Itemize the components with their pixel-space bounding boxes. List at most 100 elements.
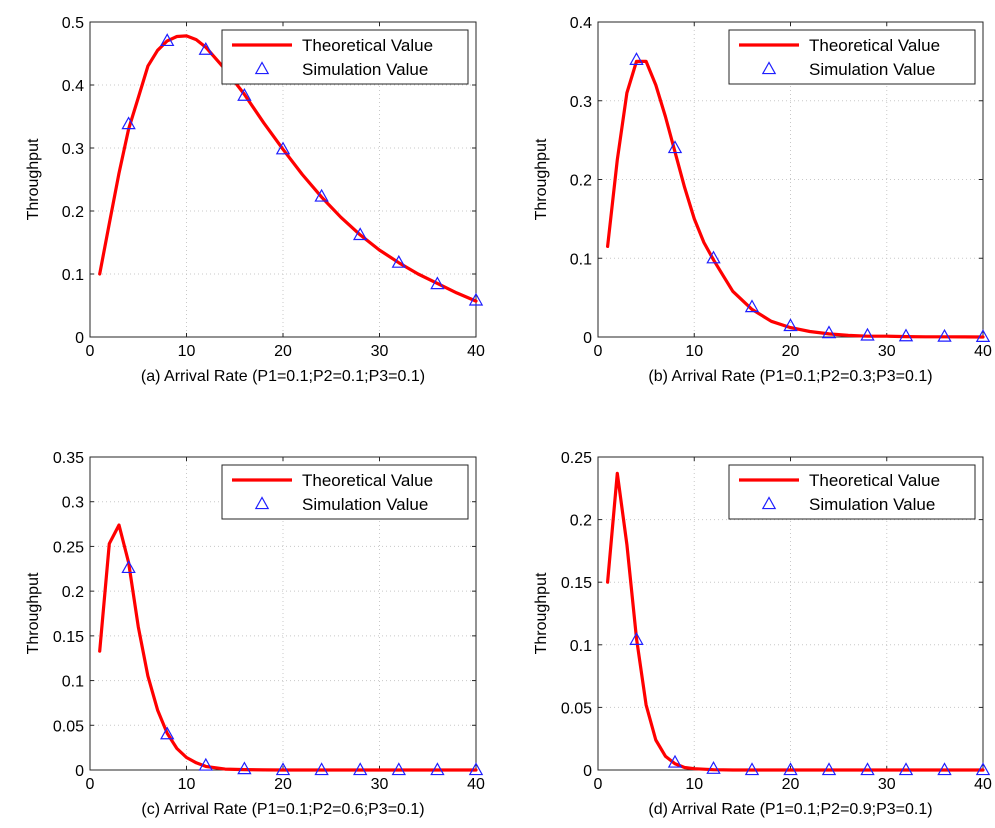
simulation-value-marker — [121, 116, 136, 130]
y-tick-label: 0.25 — [53, 539, 84, 556]
legend-triangle-swatch — [254, 61, 270, 75]
y-tick-label: 0 — [75, 330, 84, 347]
simulation-value-marker — [237, 87, 252, 101]
x-tick-label: 10 — [685, 343, 703, 360]
simulation-value-marker — [430, 762, 445, 776]
y-axis-title: Throughput — [533, 138, 550, 220]
y-axis-title: Throughput — [25, 138, 42, 220]
chart-panel-b: 0 10 20 30 40 0 0.1 0.2 0.3 0.4 (b) Arrival Rate (… — [533, 15, 992, 385]
y-tick-label: 0.1 — [62, 674, 84, 691]
chart-panel-a: 0 10 20 30 40 0 0.1 0.2 0.3 0.4 0.5 (a) Arrival Rat… — [25, 15, 485, 385]
y-tick-label: 0 — [583, 763, 592, 780]
simulation-value-marker — [937, 762, 952, 776]
x-axis-title: (a) Arrival Rate (P1=0.1;P2=0.1;P3=0.1) — [141, 368, 425, 385]
x-tick-label: 20 — [782, 776, 800, 793]
simulation-value-marker — [667, 754, 683, 768]
simulation-value-marker — [353, 227, 368, 241]
x-tick-label: 20 — [274, 343, 292, 360]
legend-box — [728, 29, 976, 85]
x-tick-label: 20 — [274, 776, 292, 793]
x-tick-label: 30 — [878, 343, 896, 360]
legend-box — [221, 29, 469, 85]
theoretical-value-line — [605, 59, 985, 339]
simulation-value-marker — [353, 762, 368, 776]
simulation-value-marker — [706, 250, 721, 264]
axes-frame — [597, 21, 984, 338]
y-tick-label: 0.15 — [561, 575, 592, 592]
simulation-value-marker — [468, 762, 484, 776]
x-axis-title: (c) Arrival Rate (P1=0.1;P2=0.6;P3=0.1) — [141, 801, 424, 818]
simulation-value-marker — [121, 560, 136, 574]
simulation-value-marker — [198, 757, 213, 771]
x-tick-label: 40 — [467, 776, 485, 793]
simulation-value-marker — [667, 140, 683, 154]
legend-label: Theoretical Value — [302, 36, 433, 55]
simulation-value-marker — [391, 254, 406, 268]
simulation-value-marker — [860, 762, 875, 776]
simulation-value-marker — [898, 762, 914, 776]
y-tick-label: 0.1 — [62, 267, 84, 284]
x-axis-title: (d) Arrival Rate (P1=0.1;P2=0.9;P3=0.1) — [648, 801, 932, 818]
legend-label: Simulation Value — [302, 60, 428, 79]
x-tick-label: 40 — [467, 343, 485, 360]
y-tick-label: 0.4 — [570, 15, 592, 32]
y-tick-label: 0 — [75, 763, 84, 780]
legend-label: Theoretical Value — [302, 471, 433, 490]
simulation-value-marker — [860, 327, 875, 341]
theoretical-value-line — [605, 471, 985, 772]
simulation-value-marker — [821, 325, 837, 339]
x-tick-label: 10 — [685, 776, 703, 793]
simulation-value-marker — [744, 762, 760, 776]
y-tick-label: 0.2 — [570, 513, 592, 530]
y-tick-label: 0.3 — [570, 94, 592, 111]
y-tick-label: 0.2 — [62, 204, 84, 221]
simulation-value-marker — [975, 329, 991, 342]
x-tick-label: 10 — [178, 776, 196, 793]
x-tick-label: 0 — [594, 776, 603, 793]
simulation-value-marker — [198, 41, 213, 55]
simulation-value-marker — [430, 276, 445, 290]
chart-panel-d: 0 10 20 30 40 0 0.05 0.1 0.15 0.2 0.25 (d) Arrival … — [533, 450, 992, 818]
y-tick-label: 0.2 — [570, 173, 592, 190]
x-tick-label: 0 — [86, 343, 95, 360]
simulation-value-marker — [275, 141, 291, 155]
x-tick-label: 40 — [974, 776, 992, 793]
simulation-value-marker — [744, 299, 760, 313]
legend-label: Simulation Value — [809, 60, 935, 79]
legend: Theoretical Value Simulation Value — [728, 29, 976, 85]
y-tick-label: 0 — [583, 330, 592, 347]
simulation-value-marker — [468, 292, 484, 306]
simulation-value-marker — [937, 328, 952, 342]
y-tick-label: 0.1 — [570, 638, 592, 655]
y-tick-label: 0.15 — [53, 629, 84, 646]
simulation-value-marker — [160, 726, 175, 740]
legend-triangle-swatch — [761, 496, 777, 510]
legend-label: Theoretical Value — [809, 471, 940, 490]
theoretical-value-line — [98, 523, 478, 772]
simulation-value-marker — [314, 762, 329, 776]
x-tick-label: 30 — [371, 776, 389, 793]
y-tick-label: 0.3 — [62, 495, 84, 512]
legend-box — [728, 464, 976, 520]
simulation-value-marker — [237, 761, 252, 775]
simulation-value-marker — [783, 318, 798, 332]
x-tick-label: 20 — [782, 343, 800, 360]
simulation-value-marker — [821, 762, 837, 776]
y-tick-label: 0.2 — [62, 584, 84, 601]
legend-label: Simulation Value — [809, 495, 935, 514]
simulation-value-marker — [391, 762, 406, 776]
legend-label: Simulation Value — [302, 495, 428, 514]
simulation-value-marker — [629, 52, 644, 65]
simulation-value-marker — [160, 33, 175, 47]
legend-label: Theoretical Value — [809, 36, 940, 55]
x-tick-label: 40 — [974, 343, 992, 360]
y-axis-title: Throughput — [533, 572, 550, 654]
x-tick-label: 10 — [178, 343, 196, 360]
legend: Theoretical Value Simulation Value — [728, 464, 976, 520]
y-tick-label: 0.4 — [62, 78, 84, 95]
axes-frame — [89, 21, 477, 338]
y-tick-label: 0.05 — [53, 718, 84, 735]
simulation-value-marker — [629, 632, 644, 645]
y-tick-label: 0.05 — [561, 700, 592, 717]
